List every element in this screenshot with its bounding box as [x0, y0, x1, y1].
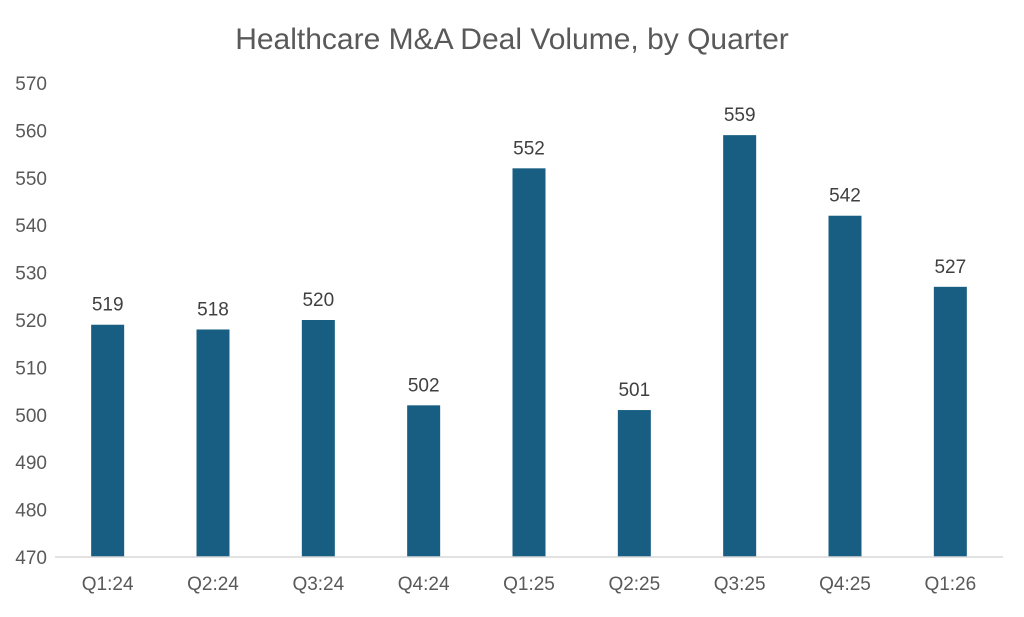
data-labels: 519 518 520 502 552 501 559 542 527: [92, 105, 966, 401]
y-tick-label: 550: [15, 169, 47, 190]
y-tick-label: 560: [15, 121, 47, 142]
x-tick-label: Q3:24: [292, 574, 344, 595]
y-tick-label: 470: [15, 548, 47, 569]
x-tick-label: Q3:25: [714, 574, 766, 595]
x-axis-ticks: Q1:24 Q2:24 Q3:24 Q4:24 Q1:25 Q2:25 Q3:25 Q4:25…: [82, 574, 976, 595]
chart-title: Healthcare M&A Deal Volume, by Quarter: [235, 23, 789, 56]
data-label: 552: [513, 138, 545, 159]
x-tick-label: Q2:24: [187, 574, 239, 595]
bar: [301, 320, 335, 557]
bar: [617, 410, 651, 557]
data-label: 502: [408, 375, 440, 396]
bar: [196, 329, 230, 557]
bar: [723, 135, 757, 557]
data-label: 520: [302, 290, 334, 311]
y-tick-label: 540: [15, 216, 47, 237]
x-tick-label: Q1:26: [924, 574, 976, 595]
x-tick-label: Q1:25: [503, 574, 555, 595]
y-tick-label: 570: [15, 74, 47, 95]
data-label: 542: [829, 186, 861, 207]
bar: [512, 168, 546, 557]
y-tick-label: 500: [15, 406, 47, 427]
x-tick-label: Q4:24: [398, 574, 450, 595]
data-label: 501: [618, 380, 650, 401]
bars: [91, 135, 967, 557]
y-tick-label: 530: [15, 264, 47, 285]
bar: [828, 215, 862, 557]
data-label: 518: [197, 299, 229, 320]
y-tick-label: 510: [15, 358, 47, 379]
data-label: 559: [724, 105, 756, 126]
y-axis-ticks: 470 480 490 500 510 520 530 540 550 560 570: [15, 74, 47, 569]
y-tick-label: 490: [15, 453, 47, 474]
x-tick-label: Q2:25: [608, 574, 660, 595]
bar: [91, 324, 125, 557]
y-tick-label: 520: [15, 311, 47, 332]
data-label: 527: [934, 257, 966, 278]
bar: [407, 405, 441, 557]
bar: [933, 286, 967, 557]
x-tick-label: Q4:25: [819, 574, 871, 595]
y-tick-label: 480: [15, 501, 47, 522]
x-tick-label: Q1:24: [82, 574, 134, 595]
data-label: 519: [92, 295, 124, 316]
